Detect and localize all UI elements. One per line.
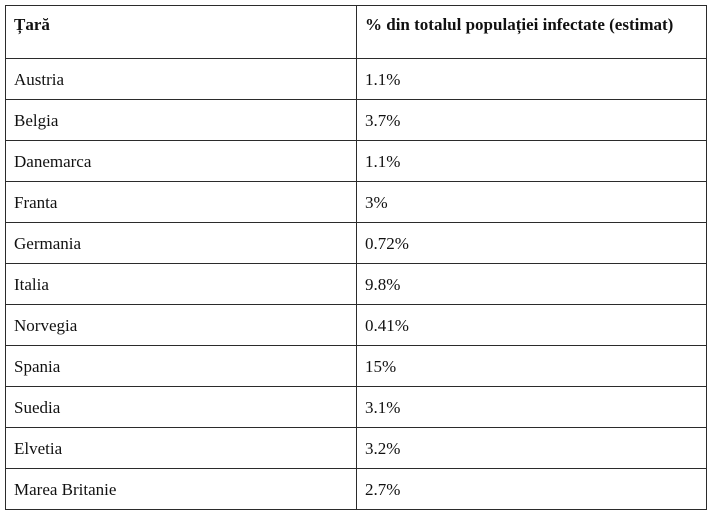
percentage-cell: 0.41% [356,304,707,346]
country-cell: Italia [5,263,357,305]
country-cell: Franta [5,181,357,223]
infection-table-container: Țară % din totalul populației infectate … [5,5,707,510]
percentage-cell: 3.1% [356,386,707,428]
table-row: Belgia 3.7% [5,99,707,141]
country-cell: Belgia [5,99,357,141]
country-cell: Elvetia [5,427,357,469]
table-row: Italia 9.8% [5,263,707,305]
table-row: Germania 0.72% [5,222,707,264]
country-cell: Suedia [5,386,357,428]
table-row: Spania 15% [5,345,707,387]
country-cell: Danemarca [5,140,357,182]
table-row: Elvetia 3.2% [5,427,707,469]
table-row: Marea Britanie 2.7% [5,468,707,510]
country-cell: Germania [5,222,357,264]
percentage-cell: 2.7% [356,468,707,510]
table-row: Suedia 3.1% [5,386,707,428]
table-row: Norvegia 0.41% [5,304,707,346]
percentage-cell: 15% [356,345,707,387]
table-row: Austria 1.1% [5,58,707,100]
header-percentage: % din totalul populației infectate (esti… [356,5,707,59]
table-row: Danemarca 1.1% [5,140,707,182]
infection-table: Țară % din totalul populației infectate … [5,5,707,510]
percentage-cell: 3.7% [356,99,707,141]
country-cell: Marea Britanie [5,468,357,510]
percentage-cell: 1.1% [356,58,707,100]
table-header-row: Țară % din totalul populației infectate … [5,5,707,59]
percentage-cell: 3.2% [356,427,707,469]
header-country: Țară [5,5,357,59]
table-row: Franta 3% [5,181,707,223]
percentage-cell: 1.1% [356,140,707,182]
percentage-cell: 9.8% [356,263,707,305]
country-cell: Norvegia [5,304,357,346]
country-cell: Austria [5,58,357,100]
percentage-cell: 0.72% [356,222,707,264]
percentage-cell: 3% [356,181,707,223]
country-cell: Spania [5,345,357,387]
